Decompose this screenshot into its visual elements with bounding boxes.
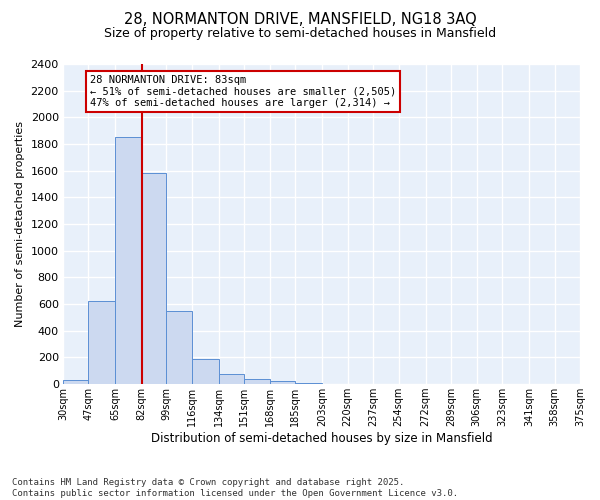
Y-axis label: Number of semi-detached properties: Number of semi-detached properties [15, 121, 25, 327]
Bar [115, 138, 141, 384]
Bar [166, 312, 192, 384]
Text: Size of property relative to semi-detached houses in Mansfield: Size of property relative to semi-detach… [104, 28, 496, 40]
Bar [88, 301, 115, 384]
Bar [63, 380, 88, 384]
Bar [141, 174, 166, 384]
Bar [192, 360, 219, 384]
X-axis label: Distribution of semi-detached houses by size in Mansfield: Distribution of semi-detached houses by … [151, 432, 492, 445]
Text: 28 NORMANTON DRIVE: 83sqm
← 51% of semi-detached houses are smaller (2,505)
47% : 28 NORMANTON DRIVE: 83sqm ← 51% of semi-… [90, 74, 396, 108]
Bar [295, 383, 322, 384]
Text: 28, NORMANTON DRIVE, MANSFIELD, NG18 3AQ: 28, NORMANTON DRIVE, MANSFIELD, NG18 3AQ [124, 12, 476, 28]
Bar [244, 379, 270, 384]
Bar [219, 374, 244, 384]
Text: Contains HM Land Registry data © Crown copyright and database right 2025.
Contai: Contains HM Land Registry data © Crown c… [12, 478, 458, 498]
Bar [270, 382, 295, 384]
